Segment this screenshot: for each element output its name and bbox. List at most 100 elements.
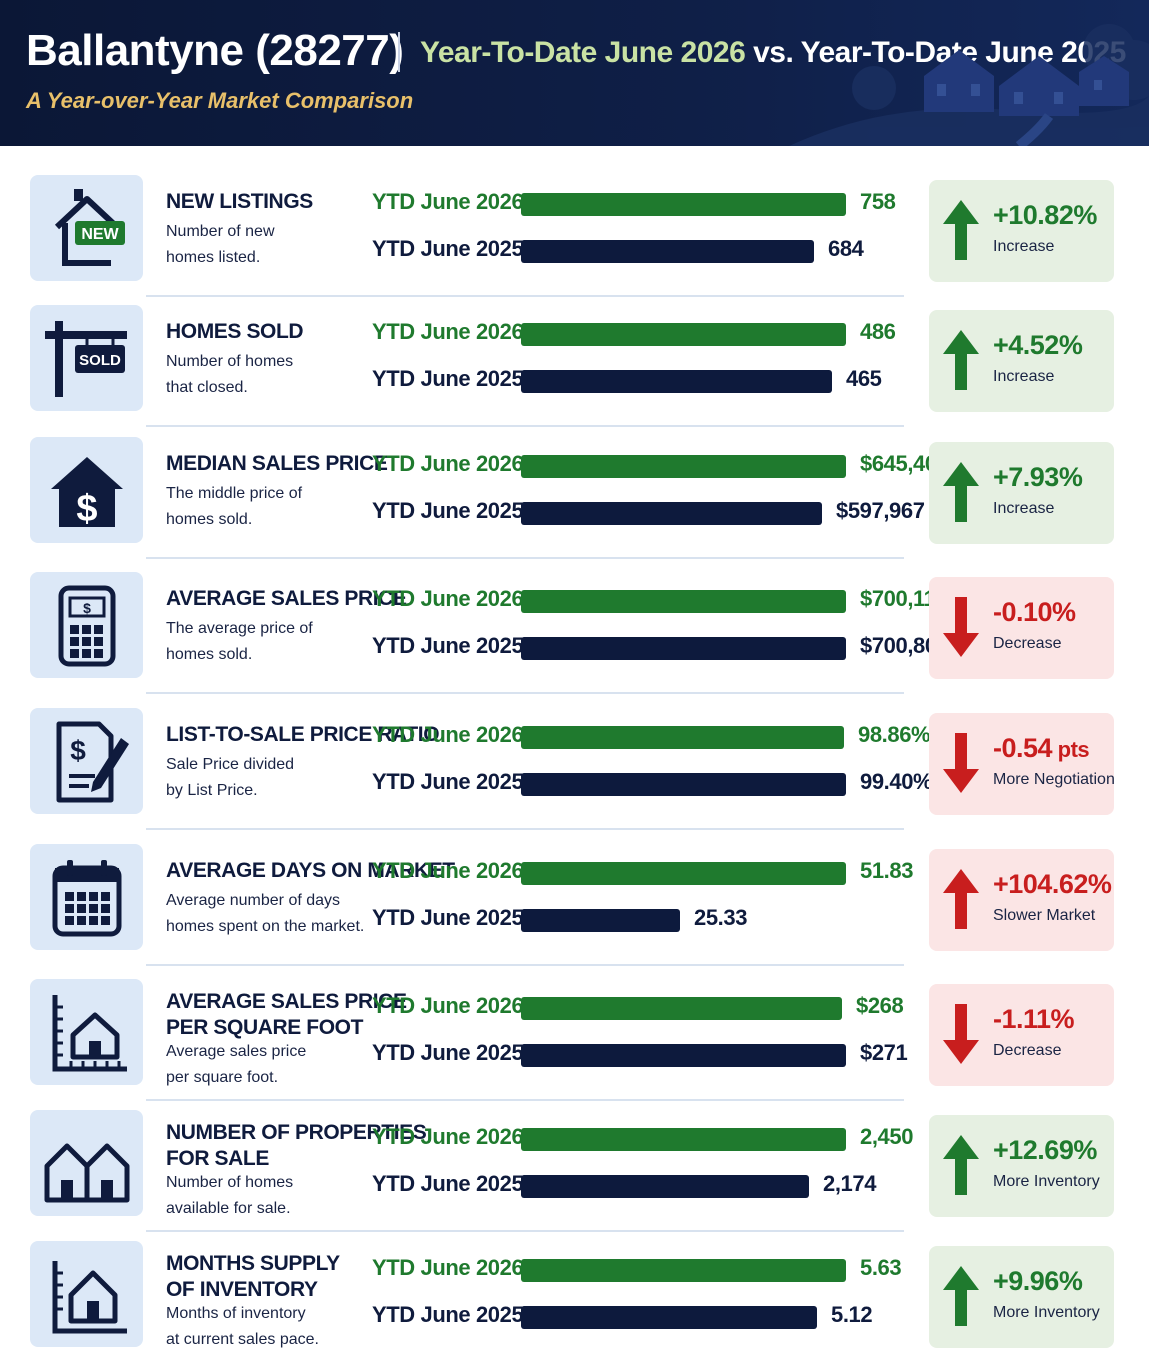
period-label-previous: YTD June 2025 — [372, 1040, 524, 1065]
bar-current — [521, 862, 846, 885]
metric-icon-tile — [30, 844, 143, 950]
period-previous: vs. Year-To-Date June 2025 — [753, 36, 1126, 69]
bar-value-previous: 684 — [828, 236, 864, 261]
metric-description: homes spent on the market. — [166, 918, 365, 935]
bar-previous — [521, 240, 814, 263]
period-label-current: YTD June 2026 — [372, 189, 524, 214]
change-percent: +10.82% — [993, 200, 1097, 230]
change-card: +10.82% Increase — [929, 180, 1114, 282]
change-card: -1.11% Decrease — [929, 984, 1114, 1086]
period-label-previous: YTD June 2025 — [372, 633, 524, 658]
period-label-previous: YTD June 2025 — [372, 498, 524, 523]
bar-value-current: 98.86% — [858, 722, 931, 747]
bar-value-current: 5.63 — [860, 1255, 902, 1280]
row-divider — [146, 1230, 904, 1232]
report-subtitle: A Year-over-Year Market Comparison — [26, 88, 414, 113]
row-divider — [146, 1099, 904, 1101]
change-note: Decrease — [993, 635, 1062, 652]
period-label-previous: YTD June 2025 — [372, 769, 524, 794]
change-percent: -0.10% — [993, 597, 1076, 627]
row-divider — [146, 692, 904, 694]
svg-text:NEW: NEW — [81, 226, 119, 243]
metric-title: MONTHS SUPPLY — [166, 1252, 340, 1275]
period-label-current: YTD June 2026 — [372, 451, 524, 476]
row-divider — [146, 295, 904, 297]
metric-description: Months of inventory — [166, 1305, 306, 1322]
metric-title-line2: OF INVENTORY — [166, 1278, 318, 1301]
bar-previous — [521, 1306, 817, 1329]
metric-icon-tile: $ — [30, 708, 143, 814]
house-chart-icon — [52, 1261, 127, 1334]
row-divider — [146, 828, 904, 830]
bar-value-previous: 99.40% — [860, 769, 933, 794]
metric-title: AVERAGE SALES PRICE — [166, 990, 407, 1013]
period-label-current: YTD June 2026 — [372, 586, 524, 611]
calendar-icon — [52, 860, 122, 937]
metric-title: AVERAGE DAYS ON MARKET — [166, 859, 455, 882]
bar-current — [521, 1259, 846, 1282]
period-label-previous: YTD June 2025 — [372, 1171, 524, 1196]
bar-previous — [521, 637, 846, 660]
change-card: -0.54 pts More Negotiation — [929, 713, 1115, 815]
metric-description: Number of new — [166, 223, 275, 240]
metric-description: homes sold. — [166, 646, 253, 663]
metric-description: homes listed. — [166, 249, 261, 266]
report-period: Year-To-Date June 2026 vs. Year-To-Date … — [420, 36, 1126, 70]
change-card: +104.62% Slower Market — [929, 849, 1114, 951]
document-pen-icon: $ — [56, 721, 129, 803]
change-note: Increase — [993, 238, 1055, 255]
metric-icon-tile — [30, 1110, 143, 1216]
arrow-down-icon — [943, 1004, 979, 1064]
metric-icon-tile — [30, 979, 143, 1085]
metric-icon-tile: NEW — [30, 175, 143, 281]
report-title: Ballantyne (28277) — [26, 26, 404, 75]
row-divider — [146, 425, 904, 427]
change-percent: +4.52% — [993, 330, 1083, 360]
change-note: More Inventory — [993, 1304, 1100, 1321]
bar-previous — [521, 773, 846, 796]
bar-previous — [521, 909, 680, 932]
bar-value-current: 486 — [860, 319, 896, 344]
metric-icon-tile — [30, 1241, 143, 1347]
bar-current — [521, 455, 846, 478]
bar-value-previous: $597,967 — [836, 498, 925, 523]
metric-icon-tile: $ — [30, 437, 143, 543]
period-label-current: YTD June 2026 — [372, 858, 524, 883]
period-label-current: YTD June 2026 — [372, 1124, 524, 1149]
period-label-previous: YTD June 2025 — [372, 236, 524, 261]
arrow-up-icon — [943, 200, 979, 260]
metric-title: NEW LISTINGS — [166, 190, 313, 213]
change-note: More Negotiation — [993, 771, 1115, 788]
new-listing-house-icon: NEW — [54, 189, 125, 266]
svg-text:$: $ — [70, 735, 86, 766]
bar-current — [521, 323, 846, 346]
metric-title-line2: PER SQUARE FOOT — [166, 1016, 364, 1039]
period-label-current: YTD June 2026 — [372, 319, 524, 344]
title-separator — [398, 32, 400, 72]
change-card: +4.52% Increase — [929, 310, 1114, 412]
metric-title: AVERAGE SALES PRICE — [166, 587, 407, 610]
metric-title: NUMBER OF PROPERTIES — [166, 1121, 427, 1144]
metric-description: that closed. — [166, 379, 248, 396]
metric-title: MEDIAN SALES PRICE — [166, 452, 388, 475]
change-percent: +9.96% — [993, 1266, 1083, 1296]
period-label-previous: YTD June 2025 — [372, 1302, 524, 1327]
metric-description: Number of homes — [166, 1174, 294, 1191]
bar-current — [521, 193, 846, 216]
period-label-current: YTD June 2026 — [372, 722, 524, 747]
bar-current — [521, 997, 842, 1020]
bar-value-previous: 25.33 — [694, 905, 748, 930]
metric-description: at current sales pace. — [166, 1331, 319, 1348]
change-note: Increase — [993, 500, 1055, 517]
change-percent: +104.62% — [993, 869, 1112, 899]
period-label-current: YTD June 2026 — [372, 1255, 524, 1280]
metric-description: homes sold. — [166, 511, 253, 528]
bar-value-current: 51.83 — [860, 858, 914, 883]
svg-text:$: $ — [83, 600, 91, 616]
row-divider — [146, 557, 904, 559]
bar-previous — [521, 502, 822, 525]
metric-icon-tile: SOLD — [30, 305, 143, 411]
metric-description: available for sale. — [166, 1200, 291, 1217]
svg-text:SOLD: SOLD — [79, 352, 121, 369]
metric-title: HOMES SOLD — [166, 320, 304, 343]
